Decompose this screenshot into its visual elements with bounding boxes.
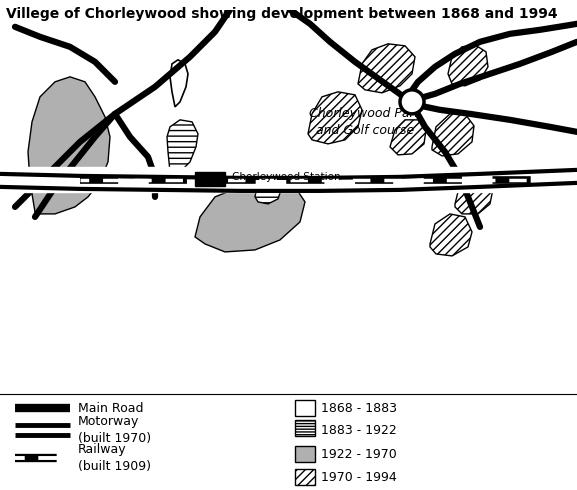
Polygon shape xyxy=(358,44,415,93)
Bar xyxy=(295,420,315,436)
Text: Chorleywood Station: Chorleywood Station xyxy=(232,172,340,182)
Polygon shape xyxy=(170,60,188,107)
Polygon shape xyxy=(430,214,472,256)
Bar xyxy=(295,400,315,416)
Polygon shape xyxy=(255,174,282,204)
Bar xyxy=(195,172,225,186)
Text: Villege of Chorleywood showing development between 1868 and 1994: Villege of Chorleywood showing developme… xyxy=(6,7,557,22)
Text: 1970 - 1994: 1970 - 1994 xyxy=(321,470,397,484)
Polygon shape xyxy=(195,182,305,252)
Text: Railway
(built 1909): Railway (built 1909) xyxy=(78,443,151,473)
Text: Chorleywood Park
and Golf course: Chorleywood Park and Golf course xyxy=(309,107,421,137)
Polygon shape xyxy=(167,120,198,172)
Polygon shape xyxy=(308,92,362,144)
Polygon shape xyxy=(448,45,488,86)
Circle shape xyxy=(400,90,424,114)
Text: 1922 - 1970: 1922 - 1970 xyxy=(321,447,397,461)
Text: Motorway
(built 1970): Motorway (built 1970) xyxy=(78,415,151,445)
Polygon shape xyxy=(432,114,474,156)
Text: Main Road: Main Road xyxy=(78,401,144,415)
Text: 1868 - 1883: 1868 - 1883 xyxy=(321,401,397,415)
Bar xyxy=(295,446,315,462)
Polygon shape xyxy=(455,174,493,214)
Polygon shape xyxy=(390,120,426,155)
Text: 1883 - 1922: 1883 - 1922 xyxy=(321,423,397,437)
Polygon shape xyxy=(28,77,110,214)
Bar xyxy=(295,469,315,485)
